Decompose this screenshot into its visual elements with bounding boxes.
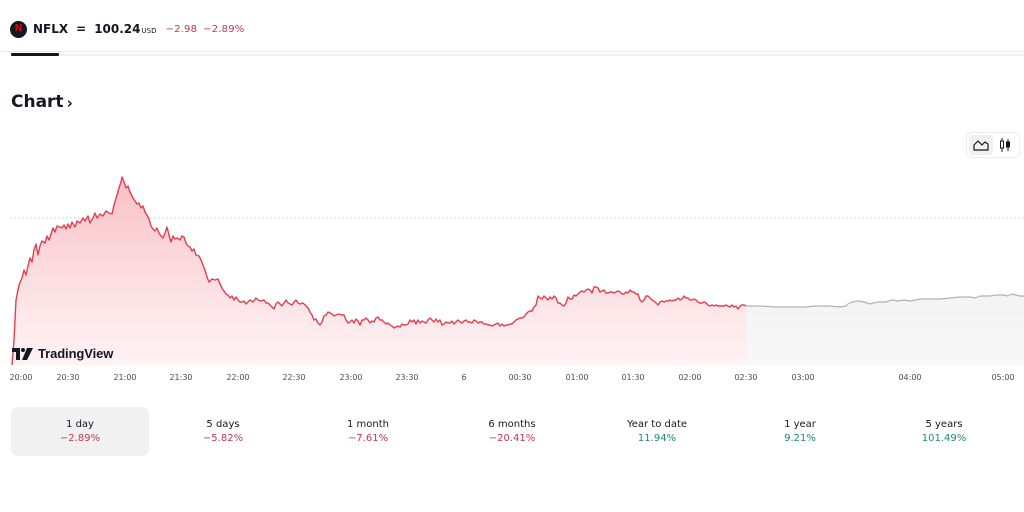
- period-label: 5 days: [206, 419, 240, 430]
- time-axis-tick: 22:30: [282, 373, 306, 382]
- period-label: 1 year: [784, 419, 816, 430]
- period-button-1-day[interactable]: 1 day −2.89%: [11, 407, 149, 456]
- price-area-chart[interactable]: [0, 160, 1024, 370]
- period-change-value: −2.89%: [59, 433, 101, 444]
- period-label: 1 day: [66, 419, 94, 430]
- time-axis-tick: 6: [461, 373, 467, 382]
- time-axis-tick: 01:00: [565, 373, 589, 382]
- period-label: 6 months: [488, 419, 536, 430]
- time-axis-tick: 21:00: [113, 373, 137, 382]
- time-axis-tick: 05:00: [991, 373, 1015, 382]
- period-label: 1 month: [347, 419, 389, 430]
- time-axis-tick: 04:00: [898, 373, 922, 382]
- chart-style-toggle: [966, 132, 1020, 158]
- area-chart-button[interactable]: [969, 135, 993, 155]
- time-axis-tick: 03:00: [791, 373, 815, 382]
- period-label: Year to date: [626, 419, 688, 430]
- chevron-right-icon: ›: [66, 93, 73, 112]
- divider: [0, 51, 1024, 52]
- time-axis-tick: 20:30: [56, 373, 80, 382]
- price-change: −2.98: [165, 23, 198, 35]
- time-axis-tick: 23:30: [395, 373, 419, 382]
- symbol-header: N NFLX = 100.24 USD −2.98 −2.89%: [10, 18, 245, 40]
- period-button-6-months[interactable]: 6 months −20.41%: [443, 407, 581, 456]
- candlestick-chart-button[interactable]: [993, 135, 1017, 155]
- period-selector: 1 day −2.89% 5 days −5.82% 1 month −7.61% 6 mo…: [11, 407, 1024, 456]
- netflix-logo-icon: N: [10, 20, 27, 38]
- period-change-value: −7.61%: [347, 433, 389, 444]
- chart-section-title: Chart: [11, 92, 64, 112]
- currency-label: USD: [141, 26, 157, 35]
- tradingview-logo-icon: [12, 347, 33, 360]
- time-axis-tick: 00:30: [508, 373, 532, 382]
- equals-separator: =: [76, 22, 87, 36]
- period-button-5-days[interactable]: 5 days −5.82%: [154, 407, 292, 456]
- session-area-fill: [12, 177, 746, 365]
- time-axis-tick: 02:30: [734, 373, 758, 382]
- tab-track: [60, 54, 1024, 56]
- last-price: 100.24: [94, 22, 141, 36]
- chart-section-link[interactable]: Chart ›: [11, 92, 73, 112]
- time-axis-tick: 21:30: [169, 373, 193, 382]
- active-tab-indicator[interactable]: [11, 53, 59, 56]
- period-change-value: −20.41%: [488, 433, 536, 444]
- period-button-1-year[interactable]: 1 year 9.21%: [731, 407, 869, 456]
- tradingview-logo-text: TradingView: [38, 346, 114, 361]
- candlestick-icon: [1000, 138, 1010, 152]
- area-chart-icon: [973, 140, 989, 151]
- time-axis-tick: 20:00: [9, 373, 33, 382]
- period-button-1-month[interactable]: 1 month −7.61%: [299, 407, 437, 456]
- extended-hours-area-fill: [746, 294, 1024, 365]
- period-change-value: −5.82%: [202, 433, 244, 444]
- period-change-value: 11.94%: [637, 433, 677, 444]
- period-label: 5 years: [925, 419, 963, 430]
- extended-hours-price-line: [746, 293, 1024, 308]
- time-axis-tick: 23:00: [339, 373, 363, 382]
- time-axis: 20:00 20:30 21:00 21:30 22:00 22:30 23:00 23:30…: [0, 373, 1024, 385]
- time-axis-tick: 02:00: [678, 373, 702, 382]
- time-axis-tick: 22:00: [226, 373, 250, 382]
- period-button-5-years[interactable]: 5 years 101.49%: [875, 407, 1013, 456]
- price-change-percent: −2.89%: [203, 23, 245, 35]
- tradingview-logo[interactable]: TradingView: [12, 346, 113, 361]
- session-price-line: [11, 176, 747, 366]
- symbol-ticker[interactable]: NFLX: [33, 22, 69, 36]
- tab-bar: [0, 48, 1024, 57]
- period-button-year-to-date[interactable]: Year to date 11.94%: [588, 407, 726, 456]
- time-axis-tick: 01:30: [621, 373, 645, 382]
- period-change-value: 9.21%: [784, 433, 816, 444]
- period-change-value: 101.49%: [921, 433, 967, 444]
